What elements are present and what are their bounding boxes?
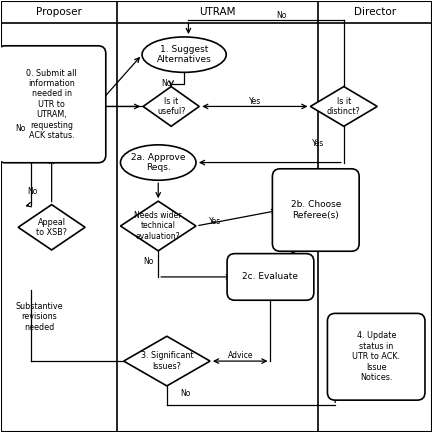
Text: Director: Director — [354, 7, 396, 17]
FancyBboxPatch shape — [272, 169, 359, 251]
Ellipse shape — [142, 37, 226, 72]
Text: No: No — [276, 11, 286, 20]
Text: 0. Submit all
information
needed in
UTR to
UTRAM,
requesting
ACK status.: 0. Submit all information needed in UTR … — [26, 68, 77, 140]
Text: No: No — [27, 187, 37, 196]
Text: Is it
distinct?: Is it distinct? — [327, 97, 361, 116]
Text: 2b. Choose
Referee(s): 2b. Choose Referee(s) — [291, 200, 341, 220]
FancyBboxPatch shape — [0, 46, 106, 163]
FancyBboxPatch shape — [227, 254, 314, 300]
Text: 4. Update
status in
UTR to ACK.
Issue
Notices.: 4. Update status in UTR to ACK. Issue No… — [352, 332, 400, 382]
FancyBboxPatch shape — [327, 313, 425, 400]
Polygon shape — [310, 87, 377, 126]
Text: Appeal
to XSB?: Appeal to XSB? — [36, 218, 67, 237]
Text: Yes: Yes — [249, 97, 261, 106]
Text: UTRAM: UTRAM — [199, 7, 236, 17]
Text: Yes: Yes — [209, 217, 221, 226]
Polygon shape — [124, 336, 210, 386]
Text: 3. Significant
Issues?: 3. Significant Issues? — [141, 352, 193, 371]
Text: Advice: Advice — [227, 351, 253, 359]
Text: 2a. Approve
Reqs.: 2a. Approve Reqs. — [131, 153, 185, 172]
Text: No: No — [162, 79, 172, 87]
Text: No: No — [180, 389, 190, 398]
Text: No: No — [144, 257, 154, 266]
Polygon shape — [18, 205, 85, 250]
Polygon shape — [143, 87, 199, 126]
Text: Is it
useful?: Is it useful? — [157, 97, 185, 116]
Text: 2c. Evaluate: 2c. Evaluate — [242, 272, 298, 281]
Text: Substantive
revisions
needed: Substantive revisions needed — [16, 302, 63, 332]
Text: 1. Suggest
Alternatives: 1. Suggest Alternatives — [157, 45, 211, 65]
Ellipse shape — [120, 145, 196, 180]
Text: Proposer: Proposer — [36, 7, 82, 17]
Text: No: No — [15, 123, 25, 132]
Text: Yes: Yes — [312, 139, 324, 148]
Text: Needs wider
technical
evaluation?: Needs wider technical evaluation? — [135, 211, 182, 241]
Polygon shape — [120, 201, 196, 251]
